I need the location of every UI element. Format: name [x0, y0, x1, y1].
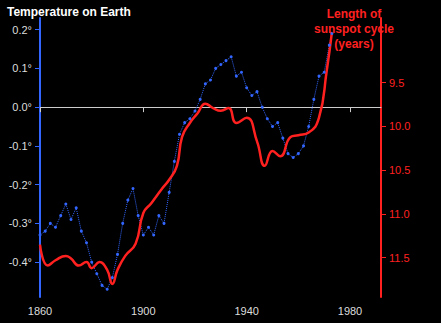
svg-text:0.0°: 0.0° [12, 101, 32, 113]
svg-text:10.0: 10.0 [389, 120, 410, 132]
svg-text:Length of: Length of [327, 7, 383, 21]
svg-text:11.0: 11.0 [389, 208, 410, 220]
svg-text:-0.4°: -0.4° [9, 256, 32, 268]
svg-text:0.1°: 0.1° [12, 62, 32, 74]
svg-text:10.5: 10.5 [389, 164, 410, 176]
svg-text:1900: 1900 [131, 305, 155, 317]
svg-text:sunspot cycle: sunspot cycle [314, 22, 394, 36]
svg-text:11.5: 11.5 [389, 252, 410, 264]
svg-text:(years): (years) [334, 37, 373, 51]
svg-text:9.5: 9.5 [389, 77, 404, 89]
svg-text:-0.3°: -0.3° [9, 217, 32, 229]
svg-text:1860: 1860 [28, 305, 52, 317]
svg-text:-0.1°: -0.1° [9, 140, 32, 152]
svg-text:1980: 1980 [338, 305, 362, 317]
svg-text:0.2°: 0.2° [12, 24, 32, 36]
svg-text:Temperature on Earth: Temperature on Earth [7, 5, 131, 19]
svg-text:1940: 1940 [234, 305, 258, 317]
svg-text:-0.2°: -0.2° [9, 179, 32, 191]
